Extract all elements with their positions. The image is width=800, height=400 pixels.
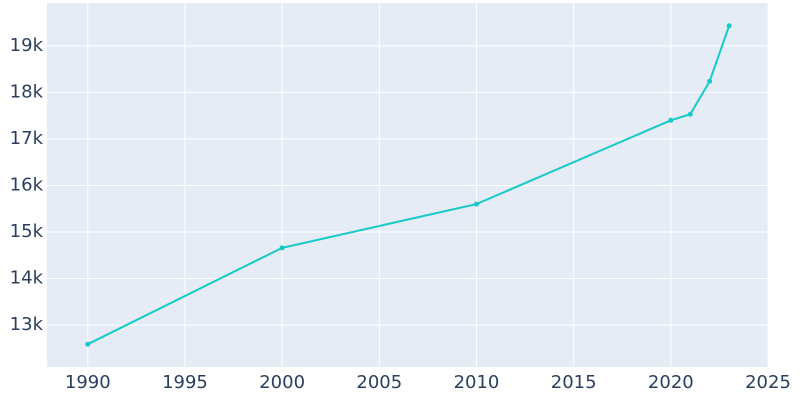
x-tick-label: 2005 — [356, 372, 402, 393]
data-point — [726, 23, 732, 29]
y-tick-label: 13k — [10, 314, 44, 335]
x-tick-label: 2000 — [259, 372, 305, 393]
x-tick-label: 2025 — [745, 372, 791, 393]
y-tick-label: 18k — [10, 81, 44, 102]
y-tick-label: 15k — [10, 221, 44, 242]
y-tick-label: 17k — [10, 128, 44, 149]
x-tick-label: 1995 — [162, 372, 208, 393]
data-point — [687, 111, 693, 117]
x-tick-label: 2020 — [648, 372, 694, 393]
data-point — [473, 201, 479, 207]
data-point — [279, 245, 285, 251]
y-tick-label: 14k — [10, 268, 44, 289]
y-tick-label: 19k — [10, 35, 44, 56]
y-tick-label: 16k — [10, 174, 44, 195]
data-point — [85, 341, 91, 347]
x-tick-label: 2015 — [551, 372, 597, 393]
data-point — [668, 117, 674, 123]
data-point — [707, 78, 713, 84]
x-tick-label: 1990 — [65, 372, 111, 393]
x-tick-label: 2010 — [454, 372, 500, 393]
